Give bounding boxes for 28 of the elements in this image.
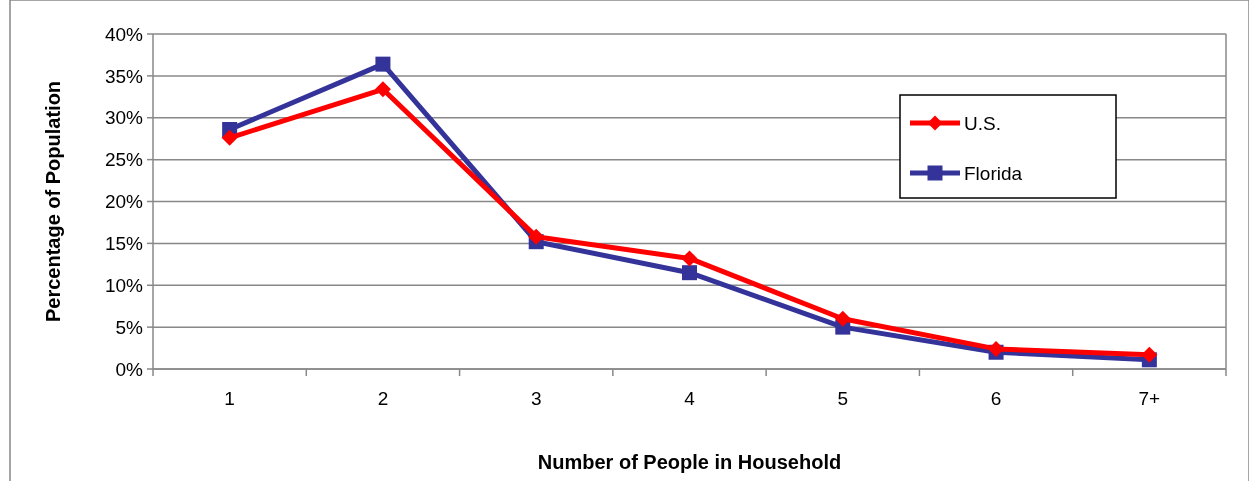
- x-axis-title: Number of People in Household: [537, 451, 842, 473]
- y-tick-label: 15%: [104, 233, 144, 255]
- point: [834, 310, 851, 327]
- x-tick-label: 5: [837, 388, 849, 409]
- point: [1141, 346, 1158, 363]
- y-tick-label: 20%: [104, 191, 144, 213]
- y-axis-title: Percentage of Population: [42, 80, 64, 323]
- y-tick-label: 5%: [115, 316, 144, 338]
- point: [375, 56, 391, 72]
- y-tick-label: 10%: [104, 274, 144, 296]
- x-tick-label: 1: [224, 388, 235, 409]
- y-tick-label: 30%: [104, 107, 144, 129]
- x-tick-label: 4: [684, 388, 696, 409]
- y-tick-label: 35%: [104, 65, 144, 87]
- point: [221, 129, 238, 146]
- y-tick-label: 40%: [104, 23, 144, 45]
- legend-label: Florida: [964, 162, 1023, 184]
- point: [681, 250, 698, 267]
- legend-label: U.S.: [964, 112, 1001, 134]
- point: [374, 81, 391, 98]
- point: [682, 265, 697, 281]
- y-tick-label: 25%: [104, 149, 144, 171]
- x-tick-label: 6: [990, 388, 1002, 409]
- x-tick-label: 2: [377, 388, 389, 409]
- x-tick-label: 7+: [1138, 388, 1161, 409]
- y-tick-label: 0%: [115, 358, 144, 380]
- point: [528, 228, 545, 245]
- x-tick-label: 3: [530, 388, 542, 409]
